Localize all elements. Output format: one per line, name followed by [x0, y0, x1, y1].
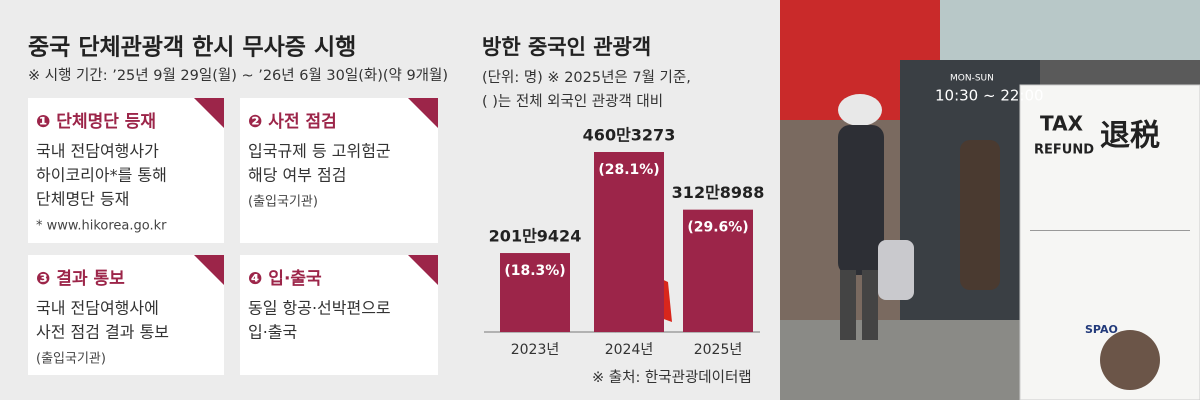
step-note: * www.hikorea.go.kr	[36, 219, 167, 234]
step-box	[240, 255, 438, 375]
step-line: 국내 전담여행사에	[36, 299, 159, 318]
step-line: 입·출국	[248, 323, 297, 342]
step-label: ❶ 단체명단 등재	[36, 112, 156, 132]
value-label: 460만3273	[583, 126, 676, 145]
step-line: 해당 여부 점검	[248, 166, 347, 185]
step-line: 국내 전담여행사가	[36, 142, 159, 161]
store-hours: 10:30 ~ 22:00	[935, 87, 1044, 105]
bar	[500, 253, 570, 332]
step-line: 입국규제 등 고위험군	[248, 142, 391, 161]
store-days: MON-SUN	[950, 74, 994, 84]
bar	[594, 152, 664, 332]
photo	[780, 0, 1200, 400]
x-tick-label: 2024년	[605, 342, 654, 358]
step-box	[240, 98, 438, 243]
brand: SPAO	[1085, 323, 1118, 336]
x-tick-label: 2025년	[694, 342, 743, 358]
sign-text: REFUND	[1034, 143, 1094, 158]
title: 중국 단체관광객 한시 무사증 시행	[28, 35, 356, 61]
step-box	[28, 98, 224, 243]
step-line: 하이코리아*를 통해	[36, 166, 167, 185]
step-corner	[408, 255, 438, 285]
step-line: 동일 항공·선박편으로	[248, 299, 391, 318]
step-label: ❷ 사전 점검	[248, 112, 337, 132]
step-label: ❸ 결과 통보	[36, 269, 125, 289]
value-label: 201만9424	[489, 227, 582, 246]
chart-subtitle: ( )는 전체 외국인 관광객 대비	[482, 93, 663, 110]
value-label: 312만8988	[672, 183, 765, 202]
step-corner	[408, 98, 438, 128]
x-tick-label: 2023년	[511, 342, 560, 358]
step-corner	[194, 255, 224, 285]
step-box	[28, 255, 224, 375]
sign-text: TAX	[1040, 112, 1084, 136]
share-label: (29.6%)	[687, 220, 748, 236]
step-note: (출입국기관)	[248, 195, 318, 210]
bar	[683, 209, 753, 332]
step-line: 사전 점검 결과 통보	[36, 323, 169, 342]
step-note: (출입국기관)	[36, 352, 106, 367]
chart-subtitle: (단위: 명) ※ 2025년은 7월 기준,	[482, 69, 691, 86]
share-label: (18.3%)	[504, 263, 565, 279]
sign-text: 退税	[1100, 119, 1160, 154]
step-label: ❹ 입·출국	[248, 269, 322, 289]
period: ※ 시행 기간: ’25년 9월 29일(월) ~ ’26년 6월 30일(화)…	[28, 67, 448, 84]
step-line: 단체명단 등재	[36, 190, 129, 209]
chart-title: 방한 중국인 관광객	[482, 35, 651, 59]
share-label: (28.1%)	[598, 162, 659, 178]
step-corner	[194, 98, 224, 128]
source: ※ 출처: 한국관광데이터랩	[592, 369, 752, 386]
